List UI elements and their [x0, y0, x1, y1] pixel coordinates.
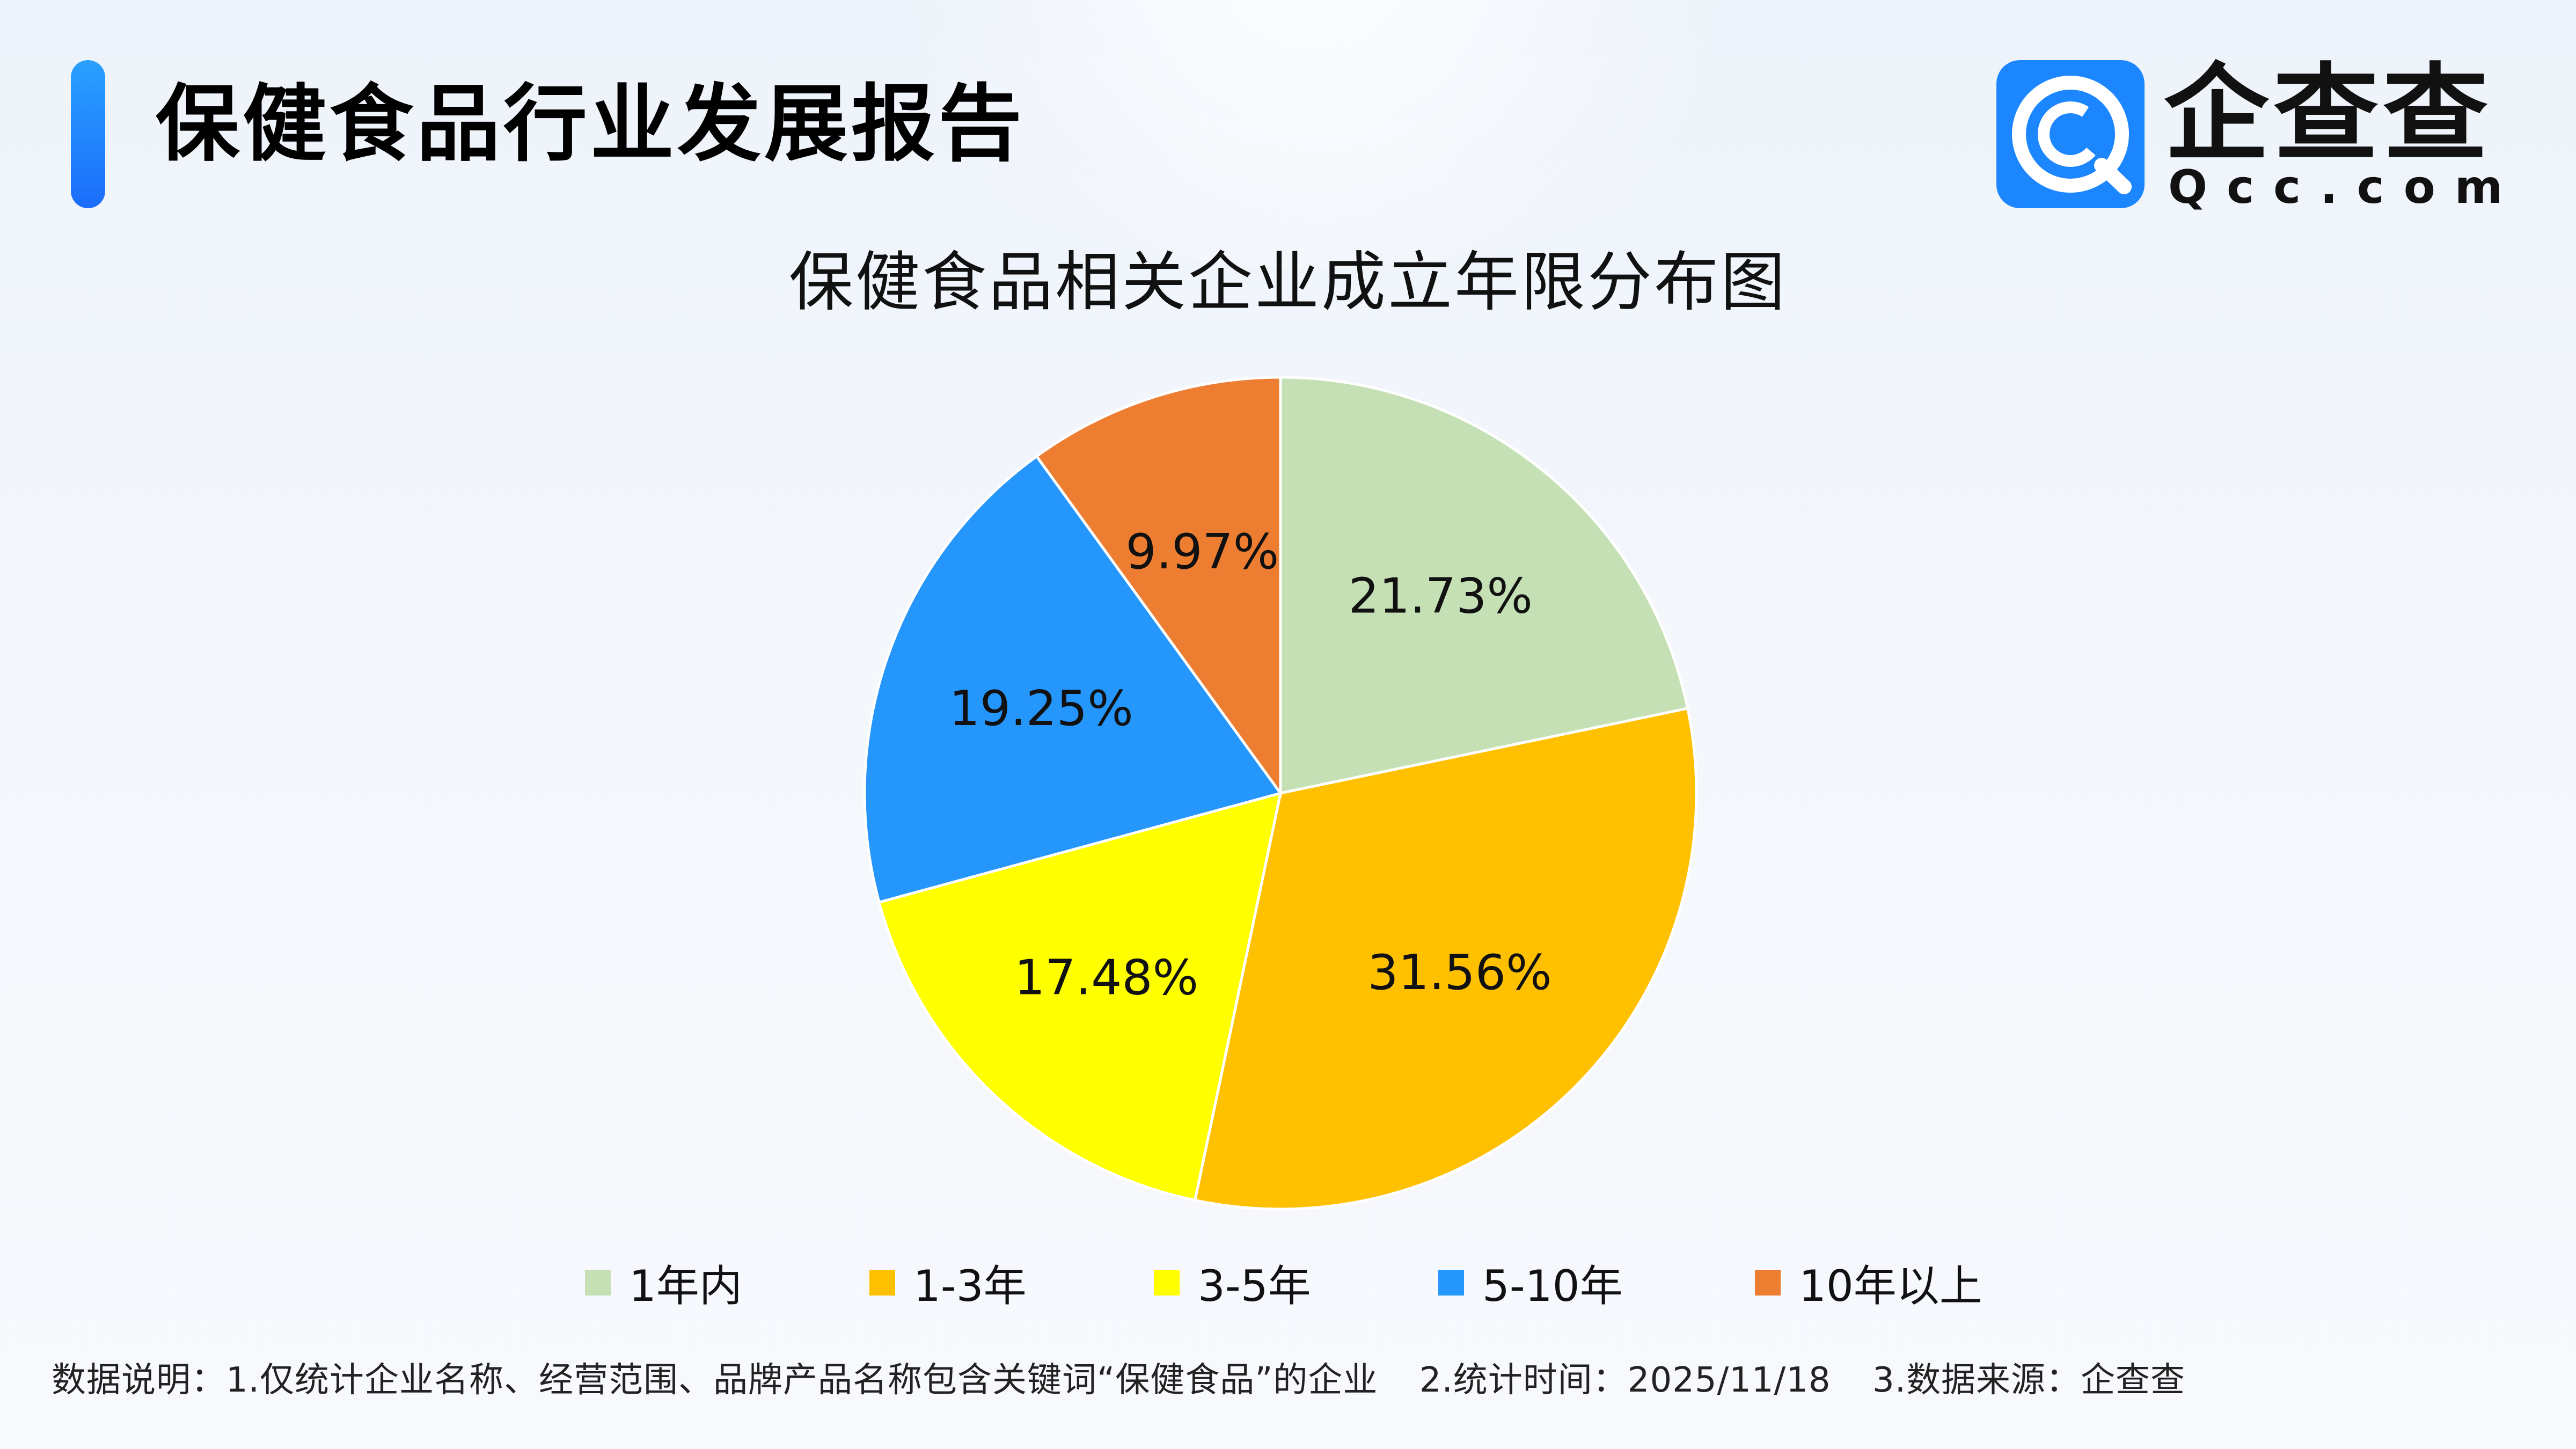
legend-label: 1年内: [629, 1261, 742, 1311]
legend-label: 1-3年: [913, 1261, 1027, 1311]
slice-label-5: 9.97%: [1125, 524, 1279, 580]
legend-swatch: [1755, 1270, 1781, 1296]
legend-item-1: 1年内: [585, 1250, 742, 1315]
legend-swatch: [1438, 1270, 1464, 1296]
pie-slice-4: [863, 454, 1283, 904]
legend-swatch: [1154, 1270, 1180, 1296]
legend-label: 10年以上: [1799, 1261, 1982, 1311]
legend-item-4: 5-10年: [1438, 1250, 1623, 1315]
legend-item-5: 10年以上: [1755, 1250, 1982, 1315]
pie-slice-1: [1279, 376, 1689, 795]
slice-label-3: 17.48%: [1014, 949, 1198, 1006]
data-footnote: 数据说明：1.仅统计企业名称、经营范围、品牌产品名称包含关键词“保健食品”的企业…: [52, 1352, 2215, 1402]
slice-label-2: 31.56%: [1367, 945, 1552, 1001]
pie-slice-5: [1035, 376, 1282, 797]
footnote-date: 2.统计时间：2025/11/18: [1419, 1360, 1831, 1400]
footnote-description: 数据说明：1.仅统计企业名称、经营范围、品牌产品名称包含关键词“保健食品”的企业: [52, 1360, 1378, 1400]
page-title: 保健食品行业发展报告: [156, 75, 1025, 173]
brand-name: 企查查: [2164, 53, 2493, 175]
legend-label: 5-10年: [1482, 1261, 1623, 1311]
legend-item-3: 3-5年: [1154, 1250, 1311, 1315]
brand-logo: 企查查 Qcc.com: [1996, 56, 2502, 213]
pie-slice-3: [877, 791, 1283, 1202]
slice-label-4: 19.25%: [949, 680, 1133, 737]
brand-url: Qcc.com: [2168, 160, 2522, 214]
footnote-source: 3.数据来源：企查查: [1872, 1360, 2186, 1400]
slice-label-1: 21.73%: [1349, 568, 1533, 625]
qcc-logo-icon: [1996, 60, 2145, 208]
chart-title: 保健食品相关企业成立年限分布图: [789, 245, 1787, 320]
legend-label: 3-5年: [1198, 1261, 1311, 1311]
legend-item-2: 1-3年: [869, 1250, 1027, 1315]
legend-swatch: [869, 1270, 895, 1296]
pie-slice-2: [1193, 707, 1698, 1211]
title-accent-bar: [71, 60, 105, 208]
chart-legend: 1年内 1-3年 3-5年 5-10年 10年以上: [0, 1250, 2576, 1315]
legend-swatch: [585, 1270, 611, 1296]
